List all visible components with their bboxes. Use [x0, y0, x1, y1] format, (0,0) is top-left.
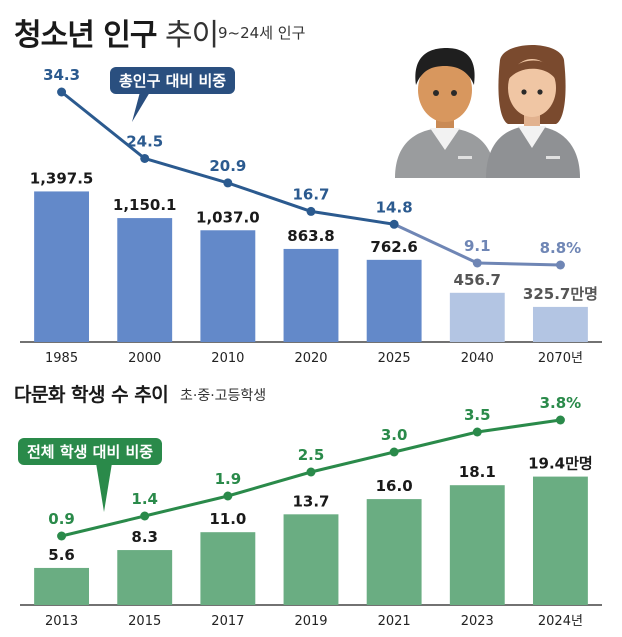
bar-2015 — [117, 550, 173, 605]
line-value-label-2023: 3.5 — [464, 406, 491, 424]
bar-value-label-2013: 5.6 — [48, 546, 75, 564]
line-segment-3 — [310, 209, 395, 226]
bar-2013 — [34, 567, 90, 605]
bar-2017 — [200, 532, 256, 605]
bar-value-label-2023: 18.1 — [459, 463, 496, 481]
x-tick-label-2024년: 2024년 — [538, 614, 583, 629]
line-value-label-2000: 24.5 — [126, 132, 163, 150]
line-value-label-2019: 2.5 — [298, 446, 325, 464]
line-segment-1 — [144, 157, 229, 185]
bar-1985 — [34, 191, 90, 342]
bar-2023 — [449, 485, 505, 605]
line-point-2024년 — [555, 415, 565, 425]
line-value-label-2013: 0.9 — [48, 510, 75, 528]
bar-2024년 — [532, 476, 588, 605]
x-tick-label-2023: 2023 — [461, 614, 494, 629]
bar-value-label-2070년: 325.7만명 — [523, 285, 598, 303]
line-value-label-2024년: 3.8% — [540, 394, 582, 412]
bar-value-label-2021: 16.0 — [376, 477, 413, 495]
students-icon — [395, 45, 580, 178]
x-tick-label-2017: 2017 — [211, 614, 244, 629]
bar-value-label-2015: 8.3 — [131, 528, 158, 546]
x-tick-label-2013: 2013 — [45, 614, 78, 629]
bar-2000 — [117, 218, 173, 342]
bar-value-label-2019: 13.7 — [292, 492, 329, 510]
line-point-1985 — [57, 87, 67, 97]
x-tick-label-1985: 1985 — [45, 351, 78, 366]
line-point-2023 — [472, 427, 482, 437]
line-point-2019 — [306, 467, 316, 477]
bar-value-label-2017: 11.0 — [209, 510, 246, 528]
bar-2025 — [366, 259, 422, 342]
bar-value-label-2025: 762.6 — [370, 238, 417, 256]
x-tick-label-2021: 2021 — [378, 614, 411, 629]
legend-pointer-green — [96, 463, 112, 512]
line-point-2000 — [140, 153, 150, 163]
line-value-label-2070년: 8.8% — [540, 239, 582, 257]
x-tick-label-2000: 2000 — [128, 351, 161, 366]
x-tick-label-2070년: 2070년 — [538, 351, 583, 366]
bar-value-label-2000: 1,150.1 — [113, 196, 177, 214]
line-segment-0 — [60, 90, 146, 160]
x-tick-label-2040: 2040 — [461, 351, 494, 366]
x-tick-label-2020: 2020 — [294, 351, 327, 366]
line-point-2020 — [306, 206, 316, 216]
line-point-2070년 — [555, 260, 565, 270]
line-value-label-2021: 3.0 — [381, 426, 408, 444]
line-segment-1 — [144, 494, 229, 518]
bar-value-label-2040: 456.7 — [454, 271, 501, 289]
line-segment-5 — [477, 261, 561, 267]
chart1-title: 청소년 인구 추이 — [14, 18, 219, 53]
line-segment-3 — [310, 450, 395, 474]
line-value-label-2020: 16.7 — [292, 185, 329, 203]
bar-value-label-2024년: 19.4만명 — [528, 455, 593, 473]
bar-2040 — [449, 292, 505, 342]
line-segment-2 — [227, 181, 312, 213]
line-point-2040 — [472, 258, 482, 268]
bar-2020 — [283, 248, 339, 342]
line-value-label-2010: 20.9 — [209, 157, 246, 175]
chart-youth-population: 1,397.5 1985 1,150.1 2000 1,037.0 2010 863.8 20… — [20, 66, 602, 366]
bar-2019 — [283, 514, 339, 605]
x-tick-label-2015: 2015 — [128, 614, 161, 629]
bar-value-label-2020: 863.8 — [287, 227, 334, 245]
line-point-2013 — [57, 531, 67, 541]
line-value-label-2017: 1.9 — [215, 470, 242, 488]
line-segment-4 — [393, 430, 478, 454]
line-segment-5 — [477, 418, 561, 434]
line-point-2025 — [389, 219, 399, 229]
line-segment-4 — [393, 222, 478, 265]
line-point-2017 — [223, 491, 233, 501]
bar-value-label-1985: 1,397.5 — [30, 169, 94, 187]
x-tick-label-2025: 2025 — [378, 351, 411, 366]
chart2-subtitle: 초·중·고등학생 — [180, 388, 267, 404]
line-value-label-2040: 9.1 — [464, 237, 491, 255]
line-point-2015 — [140, 511, 150, 521]
bar-2070년 — [532, 306, 588, 342]
chart-multicultural-students: 5.6 2013 8.3 2015 11.0 2017 13.7 2019 16.0 2021 18… — [20, 394, 602, 629]
line-segment-0 — [61, 514, 146, 538]
line-segment-2 — [227, 470, 312, 498]
bar-value-label-2010: 1,037.0 — [196, 208, 260, 226]
legend-ratio-all-students: 전체 학생 대비 비중 — [18, 438, 163, 465]
x-tick-label-2010: 2010 — [211, 351, 244, 366]
chart2-title: 다문화 학생 수 추이 — [14, 384, 169, 406]
legend-ratio-total-population: 총인구 대비 비중 — [110, 67, 236, 94]
x-tick-label-2019: 2019 — [294, 614, 327, 629]
bar-2021 — [366, 499, 422, 605]
line-point-2021 — [389, 447, 399, 457]
line-point-2010 — [223, 178, 233, 188]
bar-2010 — [200, 230, 256, 342]
chart1-subtitle: 9~24세 인구 — [218, 24, 306, 42]
line-value-label-1985: 34.3 — [43, 66, 80, 84]
line-value-label-2015: 1.4 — [131, 490, 158, 508]
legend-pointer-blue — [132, 92, 150, 122]
line-value-label-2025: 14.8 — [376, 198, 413, 216]
